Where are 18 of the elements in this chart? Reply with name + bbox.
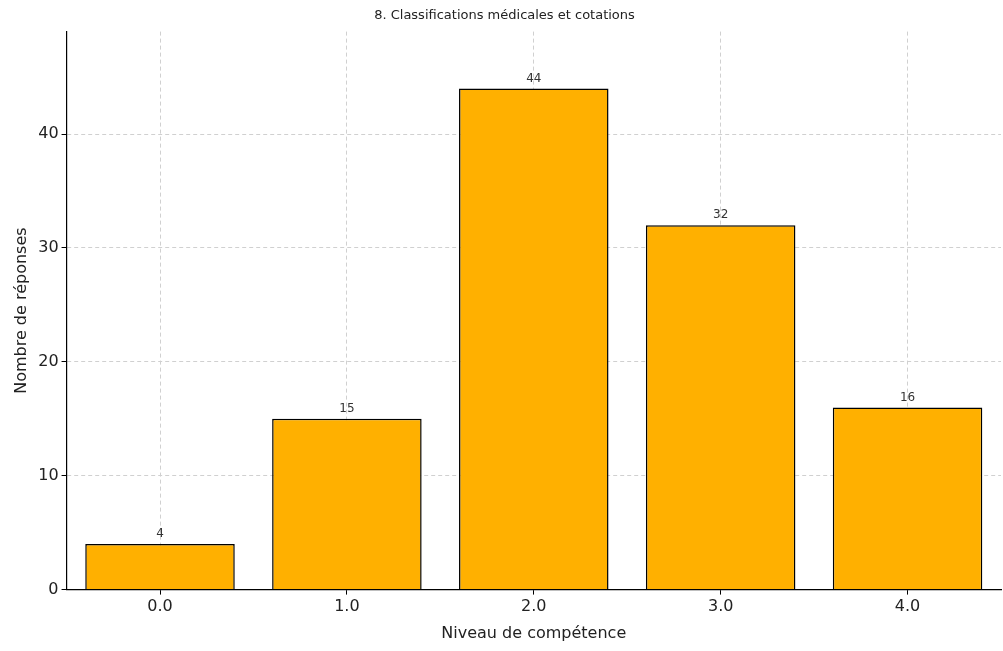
data-label: 16 [899,389,916,404]
y-axis-title: Nombre de réponses [10,227,30,394]
y-tick-label: 20 [38,351,59,370]
x-tick-label: 1.0 [334,596,360,616]
x-tick-label: 2.0 [521,596,547,616]
data-label: 4 [156,526,164,541]
data-label: 15 [339,400,355,415]
x-axis-title: Niveau de compétence [441,622,627,642]
x-tick-label: 0.0 [147,596,173,616]
data-label: 44 [526,70,542,85]
data-label: 32 [713,207,729,222]
x-tick-label: 3.0 [707,596,734,616]
y-tick-label: 10 [38,464,59,484]
y-tick-label: 30 [38,237,59,257]
y-tick-label: 40 [38,123,59,143]
y-tick-label: 0 [48,578,59,598]
chart-title: 8. Classifications médicales et cotations [374,7,636,23]
x-tick-label: 4.0 [894,596,921,616]
